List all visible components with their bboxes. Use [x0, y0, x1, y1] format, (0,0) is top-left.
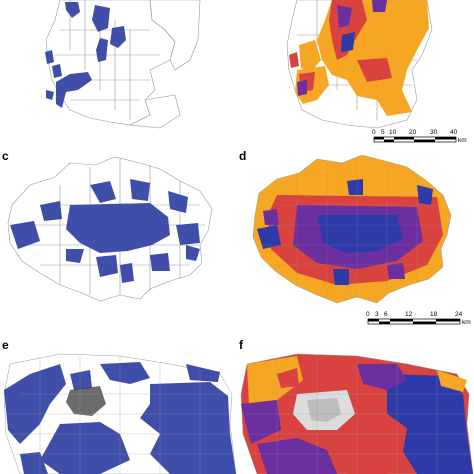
scale-bar-mid: 0 3 6 12 18 24 km — [364, 308, 474, 332]
perth-heat-zones — [289, 0, 429, 116]
map-panel-atlanta-heat: f — [237, 334, 474, 474]
panel-label-f: f — [239, 338, 243, 352]
map-panel-perth-binary — [0, 0, 237, 135]
london-heat-zones — [257, 179, 443, 285]
map-panel-london-heat: d — [237, 145, 474, 315]
scale-tick-20: 20 — [409, 129, 417, 136]
map-panel-atlanta-binary: e — [0, 334, 237, 474]
scale-tick-3-mid: 3 — [375, 311, 379, 318]
london-binary-map — [7, 156, 213, 302]
panel-label-d: d — [239, 149, 247, 163]
scale-tick-18-mid: 18 — [430, 311, 438, 318]
scale-tick-0: 0 — [372, 129, 376, 136]
panel-label-e: e — [2, 338, 9, 352]
scale-tick-6-mid: 6 — [384, 311, 388, 318]
atlanta-binary-core — [66, 386, 106, 416]
scale-tick-40: 40 — [450, 129, 458, 136]
atlanta-binary-zones — [4, 362, 236, 474]
scale-tick-10: 10 — [389, 129, 397, 136]
perth-binary-map — [45, 0, 201, 129]
map-panel-perth-heat — [237, 0, 474, 135]
perth-binary-zones — [45, 2, 126, 108]
scale-tick-30: 30 — [430, 129, 438, 136]
scale-unit-mid: km — [462, 319, 471, 326]
scale-tick-0-mid: 0 — [366, 311, 370, 318]
scale-bar-top: 0 5 10 20 30 40 km — [372, 126, 474, 148]
map-panel-london-binary: c — [0, 145, 237, 315]
panel-label-c: c — [2, 149, 9, 163]
scale-tick-5: 5 — [381, 129, 385, 136]
atlanta-binary-map — [3, 353, 237, 474]
london-binary-zones — [10, 179, 200, 283]
scale-unit-top: km — [458, 137, 467, 144]
london-heat-map — [252, 154, 452, 304]
atlanta-heat-map — [240, 353, 474, 474]
perth-heat-map — [286, 0, 433, 129]
scale-tick-24-mid: 24 — [455, 311, 463, 318]
scale-tick-12-mid: 12 — [405, 311, 413, 318]
